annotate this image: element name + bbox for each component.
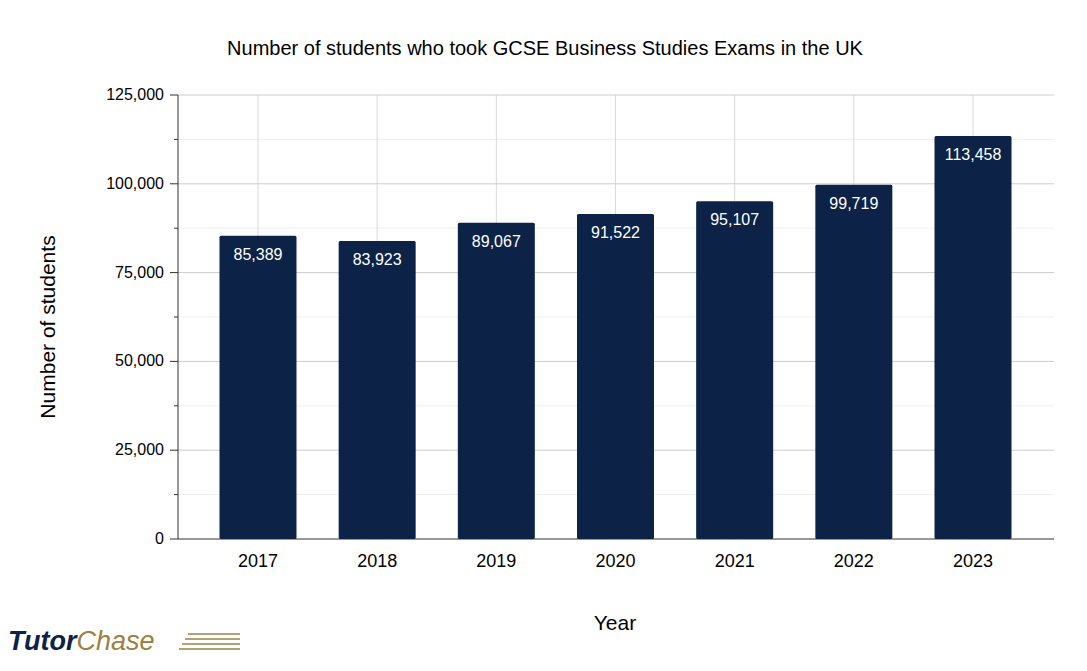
y-tick-label: 100,000: [106, 175, 164, 192]
logo-part: Tutor: [8, 626, 78, 656]
data-label: 89,067: [472, 233, 521, 250]
y-tick: [170, 272, 178, 273]
y-grid-line: [178, 183, 1054, 184]
logo-lines: [179, 634, 240, 649]
x-tick-label: 2023: [953, 551, 993, 571]
minor-tick: [174, 317, 178, 318]
data-label: 85,389: [234, 246, 283, 263]
minor-tick: [174, 139, 178, 140]
logo-line: [182, 643, 240, 645]
x-tick-label: 2021: [715, 551, 755, 571]
y-tick: [170, 539, 178, 540]
data-label: 95,107: [710, 211, 759, 228]
bar: [815, 185, 892, 539]
y-tick: [170, 183, 178, 184]
y-tick: [170, 361, 178, 362]
x-tick-label: 2020: [595, 551, 635, 571]
y-tick-label: 25,000: [115, 441, 164, 458]
bar: [458, 223, 535, 539]
logo-line: [188, 633, 240, 635]
bars: [219, 136, 1011, 539]
y-tick-label: 125,000: [106, 86, 164, 103]
grid: [170, 95, 1054, 539]
y-axis-label: Number of students: [36, 235, 59, 418]
minor-tick: [174, 228, 178, 229]
data-label: 113,458: [945, 146, 1002, 163]
chart: 0 25,000 50,000 75,000 100,000 125,000 85,389 8…: [0, 0, 1087, 671]
y-tick: [170, 450, 178, 451]
minor-tick: [174, 494, 178, 495]
bar: [696, 201, 773, 539]
data-label: 91,522: [591, 224, 640, 241]
y-axis-line: [178, 95, 179, 539]
data-label: 83,923: [353, 251, 402, 268]
title: Number of students who took GCSE Busines…: [227, 37, 864, 59]
y-tick-label: 75,000: [115, 264, 164, 281]
logo: TutorChase: [8, 626, 155, 656]
y-tick-label: 0: [155, 530, 164, 547]
y-tick: [170, 95, 178, 96]
y-tick-label: 50,000: [115, 352, 164, 369]
logo-line: [179, 648, 240, 650]
minor-tick: [174, 405, 178, 406]
bar: [935, 136, 1012, 539]
logo-line: [185, 638, 240, 640]
x-tick-label: 2017: [238, 551, 278, 571]
x-tick-label: 2022: [834, 551, 874, 571]
x-tick-label: 2018: [357, 551, 397, 571]
x-tick-label: 2019: [476, 551, 516, 571]
y-grid-line: [178, 95, 1054, 96]
bar: [339, 241, 416, 539]
bar: [577, 214, 654, 539]
data-label: 99,719: [829, 195, 878, 212]
bar: [219, 236, 296, 539]
x-axis-label: Year: [594, 611, 636, 634]
logo-part: Chase: [77, 626, 155, 656]
